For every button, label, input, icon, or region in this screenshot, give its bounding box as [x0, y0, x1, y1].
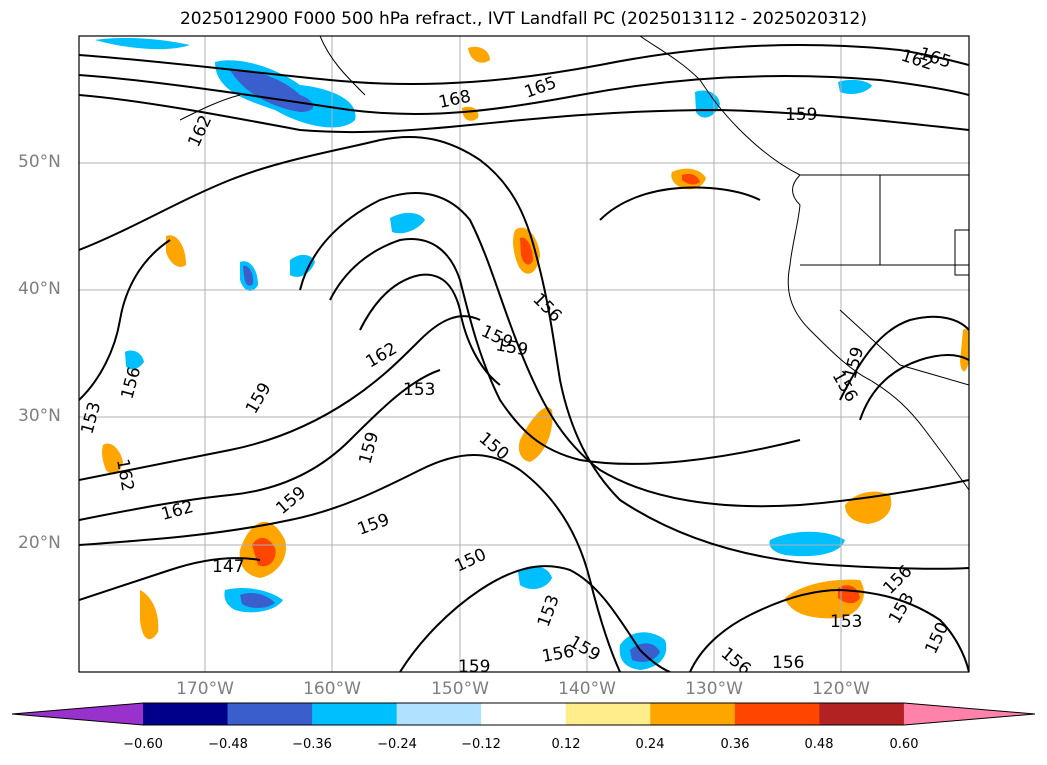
- contour-label: 156: [772, 653, 804, 673]
- colorbar-tick: −0.36: [292, 737, 332, 752]
- contour-label: 153: [403, 380, 435, 400]
- colorbar-tick: −0.12: [461, 737, 501, 752]
- colorbar-segment: [481, 703, 567, 725]
- lat-label-30: 30°N: [18, 406, 61, 426]
- colorbar-tick: −0.24: [377, 737, 417, 752]
- lon-label-120w: 120°W: [812, 679, 870, 699]
- colorbar-segment: [903, 703, 1035, 725]
- colorbar-tick: 0.48: [804, 737, 834, 752]
- colorbar-tick: 0.12: [551, 737, 581, 752]
- map-panel: 165 162 168 165 159 162 156 159 159 162 …: [78, 35, 970, 677]
- colorbar-tick: 0.60: [889, 737, 919, 752]
- colorbar-segment: [819, 703, 905, 725]
- colorbar-outline: [11, 702, 1036, 726]
- lat-label-20: 20°N: [18, 533, 61, 553]
- colorbar: [11, 702, 1036, 726]
- contour-label: 147: [212, 557, 244, 577]
- colorbar-tick: 0.24: [635, 737, 665, 752]
- colorbar-tick: −0.60: [123, 737, 163, 752]
- plot-background: [79, 36, 969, 672]
- lat-label-40: 40°N: [18, 279, 61, 299]
- colorbar-segment: [650, 703, 736, 725]
- lon-label-130w: 130°W: [685, 679, 743, 699]
- lon-label-140w: 140°W: [558, 679, 616, 699]
- colorbar-segment: [565, 703, 651, 725]
- lat-label-50: 50°N: [18, 152, 61, 172]
- colorbar-segment: [396, 703, 482, 725]
- colorbar-tick: −0.48: [208, 737, 248, 752]
- contour-label: 153: [830, 612, 862, 632]
- colorbar-segment: [312, 703, 398, 725]
- colorbar-segment: [12, 703, 143, 725]
- colorbar-tick: 0.36: [720, 737, 750, 752]
- coastlines: [179, 36, 969, 491]
- contour-label: 159: [458, 657, 490, 677]
- lon-label-150w: 150°W: [431, 679, 489, 699]
- map-title: 2025012900 F000 500 hPa refract., IVT La…: [179, 9, 867, 29]
- contour-label: 159: [785, 105, 817, 125]
- lon-label-170w: 170°W: [176, 679, 234, 699]
- refractivity-contours: [79, 44, 969, 672]
- colorbar-segment: [143, 703, 229, 725]
- lon-label-160w: 160°W: [303, 679, 361, 699]
- plot-frame: [78, 35, 970, 673]
- colorbar-segment: [734, 703, 820, 725]
- ivt-shading: [95, 37, 969, 670]
- colorbar-segment: [227, 703, 313, 725]
